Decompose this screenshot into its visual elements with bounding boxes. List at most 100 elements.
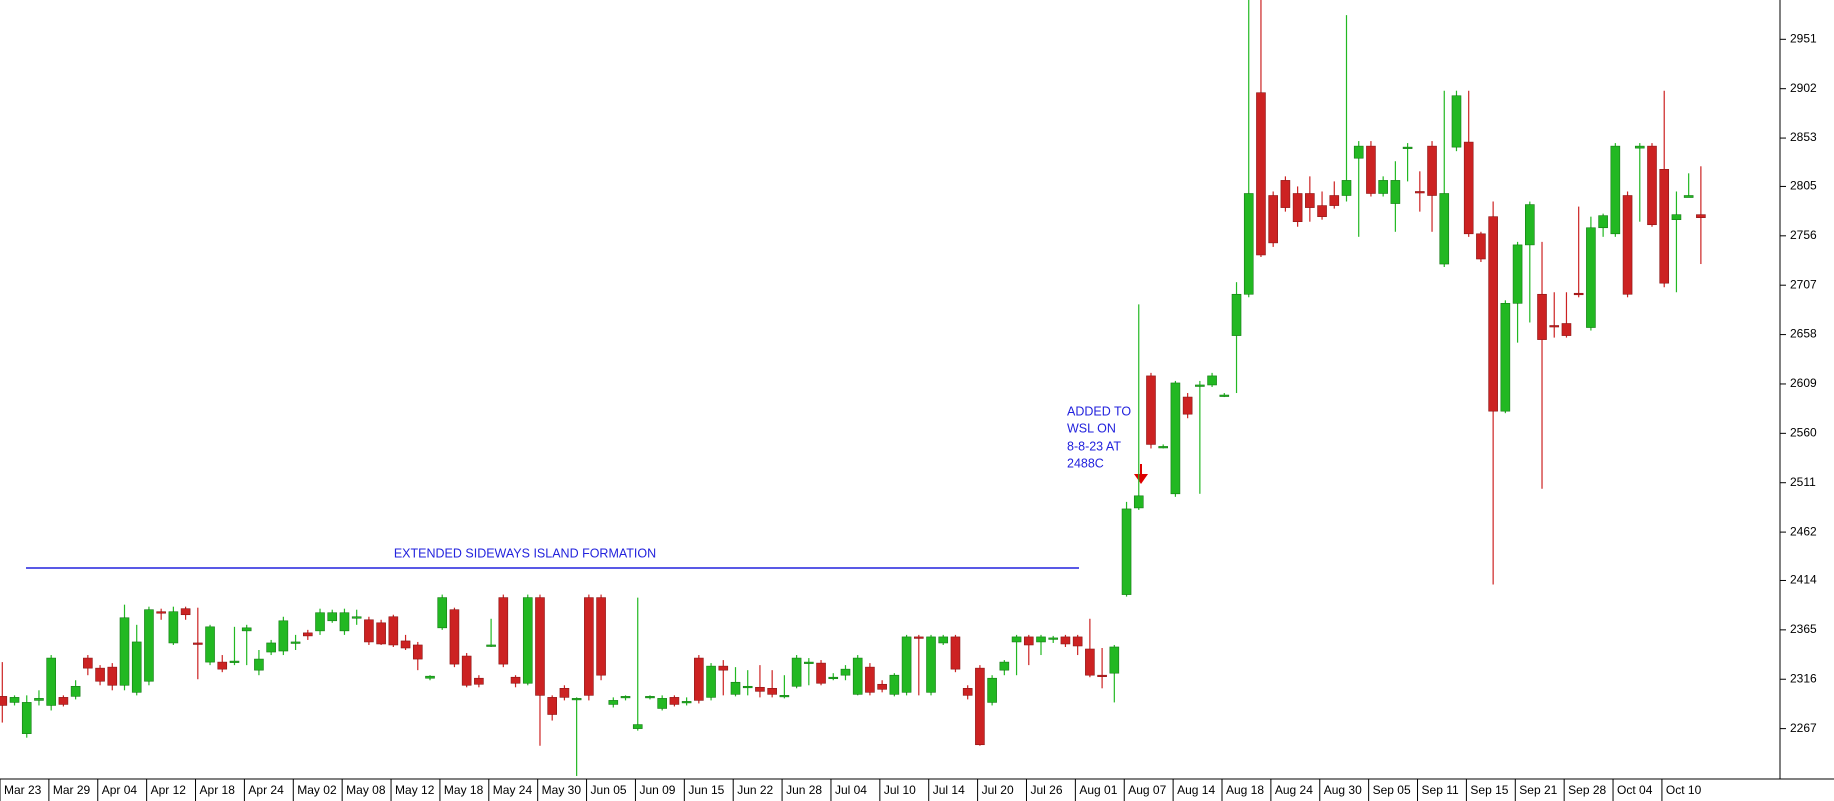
candle-body (1451, 95, 1462, 148)
x-tick-label: Jul 20 (982, 783, 1014, 797)
candle-body (571, 698, 582, 701)
candle-body (742, 685, 753, 689)
candle-body (1243, 193, 1254, 295)
candle-body (816, 662, 826, 684)
candle-body (474, 677, 484, 685)
x-tick-label: May 02 (297, 783, 337, 797)
x-tick-label: Oct 04 (1617, 783, 1653, 797)
x-tick-label: Apr 18 (200, 783, 236, 797)
x-tick-label: Jun 22 (737, 783, 773, 797)
candle-body (376, 622, 386, 645)
x-tick-label: Jul 10 (884, 783, 916, 797)
candle-body (1634, 145, 1645, 149)
candle-body (596, 597, 606, 676)
candle-body (535, 597, 545, 696)
candle-body (364, 619, 374, 643)
x-tick-label: May 24 (493, 783, 533, 797)
candle-body (119, 617, 130, 686)
candle-body (730, 681, 741, 695)
added-label: ADDED TO (1067, 404, 1131, 418)
candle-body (180, 608, 191, 616)
candle-body (486, 644, 496, 647)
candle-body (388, 616, 399, 646)
x-tick-label: Jun 09 (639, 783, 675, 797)
y-tick-label: 2267 (1790, 721, 1817, 735)
candle-body (1598, 215, 1608, 229)
candle-body (1170, 382, 1181, 495)
candle-body (1036, 636, 1046, 643)
y-tick-label: 2902 (1790, 81, 1817, 95)
added-label: 8-8-23 AT (1067, 439, 1121, 453)
candle-body (339, 612, 350, 632)
y-tick-label: 2609 (1790, 376, 1817, 390)
candle-body (1195, 384, 1205, 387)
candle-body (351, 616, 362, 619)
candle-body (241, 627, 252, 632)
candle-body (718, 665, 729, 671)
candle-body (1549, 325, 1560, 328)
y-tick-label: 2316 (1790, 671, 1817, 685)
x-tick-label: Sep 05 (1373, 783, 1411, 797)
candle-body (1231, 293, 1242, 336)
candle-body (156, 611, 166, 614)
candle-body (1647, 145, 1657, 226)
candle-body (999, 661, 1010, 671)
candle-body (877, 683, 887, 690)
candle-body (412, 644, 423, 660)
x-tick-label: Jun 05 (591, 783, 627, 797)
candle-body (1439, 193, 1450, 265)
candle-body (547, 697, 558, 715)
x-tick-label: Sep 21 (1519, 783, 1557, 797)
candle-body (1341, 180, 1352, 196)
candle-body (95, 667, 105, 682)
x-tick-label: Apr 24 (248, 783, 284, 797)
candle-body (1622, 195, 1633, 295)
candle-body (1525, 204, 1535, 246)
candle-body (669, 697, 680, 705)
candle-body (1011, 636, 1022, 643)
candle-body (1488, 216, 1498, 412)
candle-body (46, 657, 56, 706)
arrow-head (1134, 474, 1148, 484)
candle-body (681, 701, 692, 704)
x-tick-label: Aug 01 (1079, 783, 1117, 797)
candle-body (1317, 205, 1327, 217)
x-tick-label: Sep 11 (1422, 783, 1459, 797)
candle-body (498, 597, 509, 665)
candle-body (1085, 648, 1095, 676)
candle-body (889, 674, 900, 695)
candle-body (425, 675, 435, 679)
candle-body (168, 611, 179, 644)
candle-body (1353, 145, 1364, 159)
candle-body (913, 636, 924, 639)
candle-body (1097, 674, 1107, 678)
candle-body (327, 612, 338, 622)
candle-body (694, 657, 704, 701)
x-tick-label: Mar 23 (4, 783, 42, 797)
candle-body (1268, 195, 1278, 244)
candle-body (1573, 292, 1584, 296)
y-tick-label: 2511 (1790, 475, 1816, 489)
candle-body (58, 697, 69, 705)
candle-body (193, 642, 203, 645)
x-tick-label: Jul 14 (933, 783, 965, 797)
candle-body (0, 696, 8, 706)
candle-body (1109, 646, 1120, 674)
candle-body (657, 698, 667, 709)
candle-body (1292, 193, 1303, 223)
candle-body (266, 642, 276, 653)
candle-body (1696, 214, 1706, 218)
x-tick-label: May 12 (395, 783, 435, 797)
candle-body (1207, 375, 1217, 386)
x-tick-label: Sep 28 (1568, 783, 1606, 797)
y-tick-label: 2462 (1790, 524, 1817, 538)
candle-body (1463, 141, 1474, 235)
candle-body (962, 688, 973, 696)
candle-body (1256, 92, 1266, 256)
y-tick-label: 2365 (1790, 622, 1817, 636)
candle-body (938, 636, 949, 644)
candle-body (1561, 323, 1572, 336)
candle-body (315, 612, 325, 632)
candle-body (83, 657, 93, 669)
